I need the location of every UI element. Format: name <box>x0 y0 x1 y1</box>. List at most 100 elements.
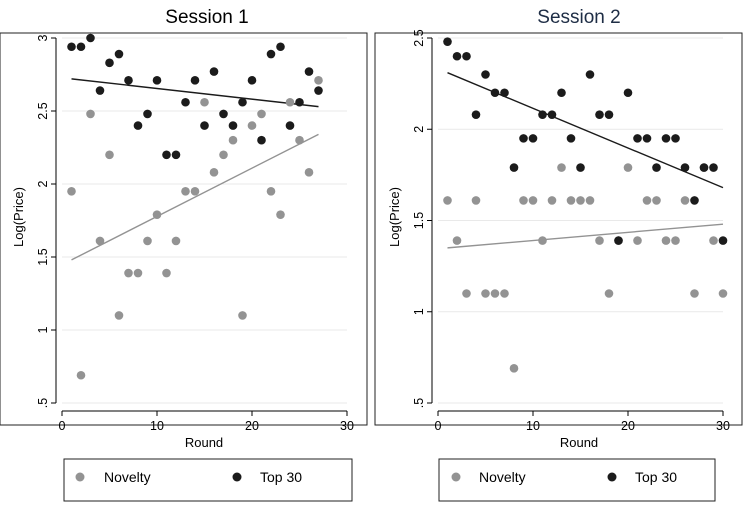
point-novelty-9 <box>152 210 162 219</box>
point-top30-17 <box>228 121 238 130</box>
point-novelty-18 <box>238 311 247 320</box>
point-top30-19 <box>623 88 633 98</box>
point-top30-8 <box>143 109 152 119</box>
x-tick-label-0: 0 <box>59 419 66 433</box>
point-novelty-12 <box>557 163 566 172</box>
point-novelty-6 <box>124 268 133 278</box>
chart-title-1: Session 1 <box>165 7 248 28</box>
x-tick-label-2: 20 <box>245 419 259 433</box>
chart-title-2: Session 2 <box>537 7 620 28</box>
legend-label-novelty-2: Novelty <box>479 469 526 485</box>
point-novelty-16 <box>595 236 604 245</box>
point-top30-16 <box>595 110 604 119</box>
x-tick-label-1: 10 <box>150 419 164 433</box>
point-top30-13 <box>190 76 200 85</box>
point-novelty-2 <box>462 289 471 298</box>
fit-line-top30 <box>71 78 319 108</box>
legend-label-novelty-1: Novelty <box>104 469 151 485</box>
point-novelty-5 <box>490 289 500 298</box>
point-novelty-9 <box>528 196 538 205</box>
point-top30-6 <box>500 88 509 98</box>
panel-session-2: Session 2 .5 1 1.5 2 2.5 0 10 20 30 Round Log(Pr… <box>374 7 743 502</box>
point-top30-22 <box>276 42 285 52</box>
point-top30-2 <box>462 51 471 61</box>
point-top30-13 <box>566 134 576 143</box>
point-top30-24 <box>295 97 304 107</box>
point-novelty-4 <box>105 150 114 160</box>
point-top30-25 <box>304 67 314 76</box>
point-top30-14 <box>200 121 209 130</box>
point-novelty-1 <box>76 370 86 380</box>
point-top30-7 <box>509 163 519 172</box>
point-novelty-1 <box>452 236 462 245</box>
y-tick-label-5: 3 <box>36 34 50 41</box>
point-novelty-10 <box>162 268 171 278</box>
point-top30-12 <box>557 88 566 98</box>
point-top30-2 <box>86 33 95 43</box>
point-novelty-7 <box>509 364 519 373</box>
points-1 <box>67 33 323 380</box>
legend-label-top30-2: Top 30 <box>635 469 677 485</box>
point-top30-18 <box>614 236 623 245</box>
point-top30-24 <box>671 134 680 143</box>
x-tick-label-2: 20 <box>621 419 635 433</box>
y-tick-label-2: 1.5 <box>412 212 426 229</box>
fit-line-novelty <box>71 133 319 261</box>
y-tick-label-4: 2.5 <box>412 29 426 46</box>
point-top30-9 <box>528 134 538 143</box>
point-novelty-29 <box>718 289 728 298</box>
point-novelty-12 <box>181 187 190 196</box>
point-novelty-14 <box>200 97 209 107</box>
point-novelty-19 <box>247 121 257 130</box>
point-top30-26 <box>314 86 323 95</box>
point-top30-26 <box>690 196 699 205</box>
point-novelty-16 <box>219 150 228 160</box>
point-novelty-8 <box>519 196 528 205</box>
point-top30-12 <box>181 97 190 107</box>
point-top30-17 <box>604 110 614 119</box>
point-top30-3 <box>95 86 105 95</box>
point-novelty-15 <box>585 196 595 205</box>
point-novelty-20 <box>257 109 266 119</box>
point-top30-0 <box>67 42 76 52</box>
point-novelty-2 <box>86 109 95 119</box>
y-tick-label-1: 1 <box>412 308 426 315</box>
axes-1: .511.522.530 10 20 30 <box>36 34 354 433</box>
y-tick-label-3: 2 <box>412 126 426 133</box>
point-top30-4 <box>105 58 114 68</box>
point-top30-23 <box>661 134 671 143</box>
point-top30-23 <box>285 121 295 130</box>
point-novelty-15 <box>209 168 219 177</box>
point-top30-15 <box>209 67 219 76</box>
point-top30-20 <box>257 135 266 145</box>
y-tick-label-3: 2 <box>36 180 50 187</box>
legend-1: Novelty Top 30 <box>63 458 353 502</box>
point-novelty-0 <box>443 196 452 205</box>
legend-marker-novelty-2 <box>451 472 461 482</box>
points-2 <box>443 37 728 373</box>
y-axis-label-1: Log(Price) <box>11 187 26 247</box>
point-novelty-10 <box>538 236 547 245</box>
point-top30-25 <box>680 163 690 172</box>
point-top30-10 <box>538 110 547 119</box>
point-top30-11 <box>547 110 557 119</box>
point-top30-1 <box>452 51 462 61</box>
point-top30-0 <box>443 37 452 46</box>
point-novelty-19 <box>623 163 633 172</box>
point-novelty-3 <box>95 236 105 246</box>
point-top30-29 <box>718 236 728 245</box>
point-top30-9 <box>152 76 162 85</box>
point-novelty-17 <box>604 289 614 298</box>
x-tick-label-1: 10 <box>526 419 540 433</box>
point-novelty-11 <box>171 236 181 246</box>
legend-marker-novelty-1 <box>75 472 85 482</box>
y-tick-label-0: .5 <box>412 398 426 408</box>
point-top30-10 <box>162 150 171 160</box>
x-tick-label-0: 0 <box>435 419 442 433</box>
point-novelty-14 <box>576 196 585 205</box>
point-top30-8 <box>519 134 528 143</box>
point-top30-19 <box>247 76 257 85</box>
point-top30-3 <box>471 110 481 119</box>
point-novelty-21 <box>642 196 652 205</box>
point-top30-14 <box>576 163 585 172</box>
